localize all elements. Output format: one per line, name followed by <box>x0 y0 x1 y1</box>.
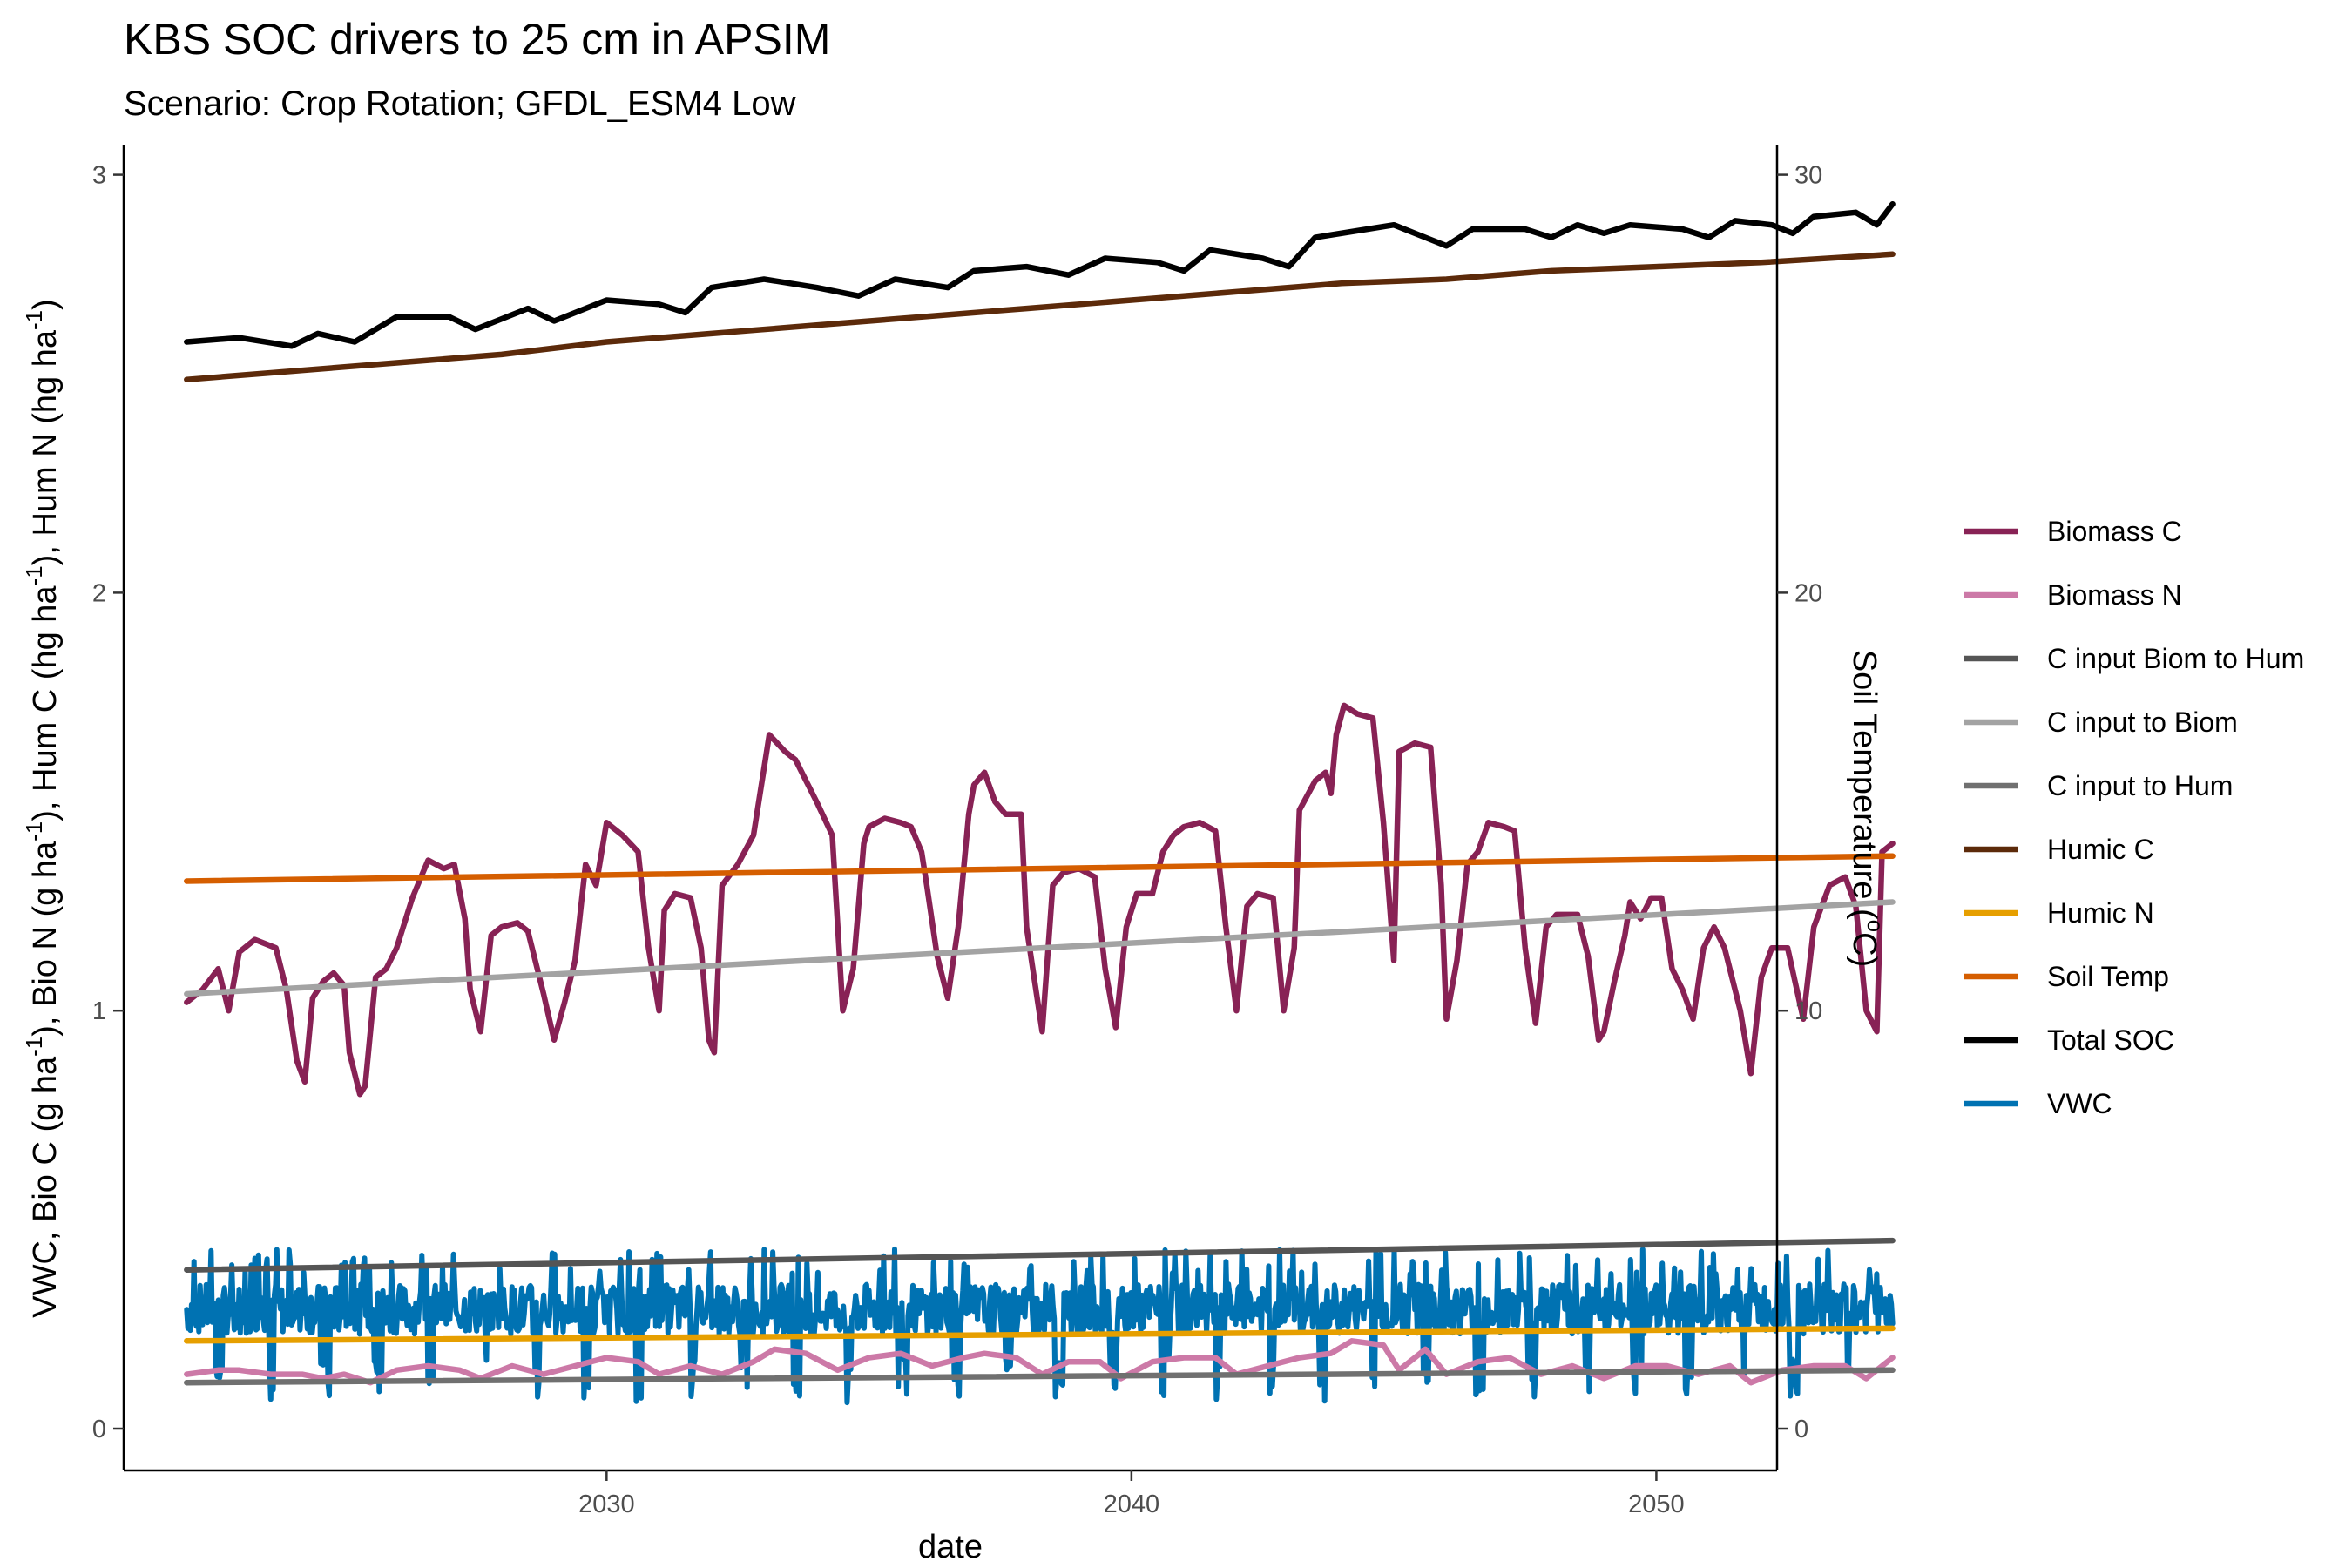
y-right-tick-label: 0 <box>1794 1416 1808 1443</box>
chart-title: KBS SOC drivers to 25 cm in APSIM <box>124 15 830 64</box>
y-right-axis-title: Soil Temperature (oC) <box>1846 650 1889 967</box>
y-left-title-part: ), Bio N (g ha <box>27 841 64 1037</box>
chart-subtitle: Scenario: Crop Rotation; GFDL_ESM4 Low <box>124 84 796 123</box>
legend-label: VWC <box>2047 1088 2112 1119</box>
series-line-c-input-to-hum <box>184 1367 1896 1386</box>
x-tick-label: 2030 <box>578 1490 635 1518</box>
x-tick-label: 2050 <box>1628 1490 1685 1518</box>
y-right-tick-label: 30 <box>1794 162 1822 190</box>
legend-label: C input Biom to Hum <box>2047 643 2304 674</box>
series-line-humic-n <box>184 1325 1896 1344</box>
y-left-axis-title: VWC, Bio C (g ha-1), Bio N (g ha-1), Hum… <box>21 299 64 1318</box>
y-left-title-sup: -1 <box>21 310 47 330</box>
y-right-title-part: Soil Temperature ( <box>1846 650 1882 920</box>
y-right-tick-label: 10 <box>1794 997 1822 1025</box>
legend-label: Biomass N <box>2047 579 2182 611</box>
plot-series-group <box>184 200 1896 1406</box>
y-left-title-part: ), Hum N (hg ha <box>27 329 64 565</box>
y-right-title-part: C) <box>1846 932 1882 967</box>
series-line-vwc <box>184 1246 1896 1406</box>
series-line-biomass-c <box>184 702 1896 1098</box>
legend-label: Soil Temp <box>2047 961 2169 992</box>
series-line-humic-c <box>184 251 1896 382</box>
x-tick-label: 2040 <box>1104 1490 1160 1518</box>
y-left-title-sup: -1 <box>21 821 47 841</box>
y-right-title-sup: o <box>1862 920 1889 932</box>
x-axis-title: date <box>918 1529 983 1565</box>
y-left-title-sup: -1 <box>21 565 47 585</box>
y-left-title-part: ), Hum C (hg ha <box>27 585 64 821</box>
y-left-tick-label: 3 <box>92 162 106 190</box>
legend-label: C input to Hum <box>2047 770 2233 801</box>
y-left-tick-label: 0 <box>92 1416 106 1443</box>
legend-label: C input to Biom <box>2047 706 2238 738</box>
legend-label: Total SOC <box>2047 1024 2174 1056</box>
y-right-tick-label: 20 <box>1794 579 1822 607</box>
legend-label: Humic N <box>2047 897 2154 929</box>
series-line-soil-temp <box>184 853 1896 884</box>
y-left-title-part: ) <box>27 299 64 310</box>
y-left-tick-label: 2 <box>92 579 106 607</box>
y-left-title-part: VWC, Bio C (g ha <box>27 1056 64 1318</box>
series-line-total-soc <box>184 200 1896 349</box>
y-left-tick-label: 1 <box>92 997 106 1025</box>
y-left-title-sup: -1 <box>21 1037 47 1057</box>
legend: Biomass C Biomass N C input Biom to Hum C i… <box>1964 516 2304 1119</box>
series-line-c-input-biom-to-hum <box>184 1237 1896 1273</box>
series-line-c-input-to-biom <box>184 899 1896 997</box>
legend-label: Humic C <box>2047 834 2154 865</box>
legend-label: Biomass C <box>2047 516 2182 547</box>
